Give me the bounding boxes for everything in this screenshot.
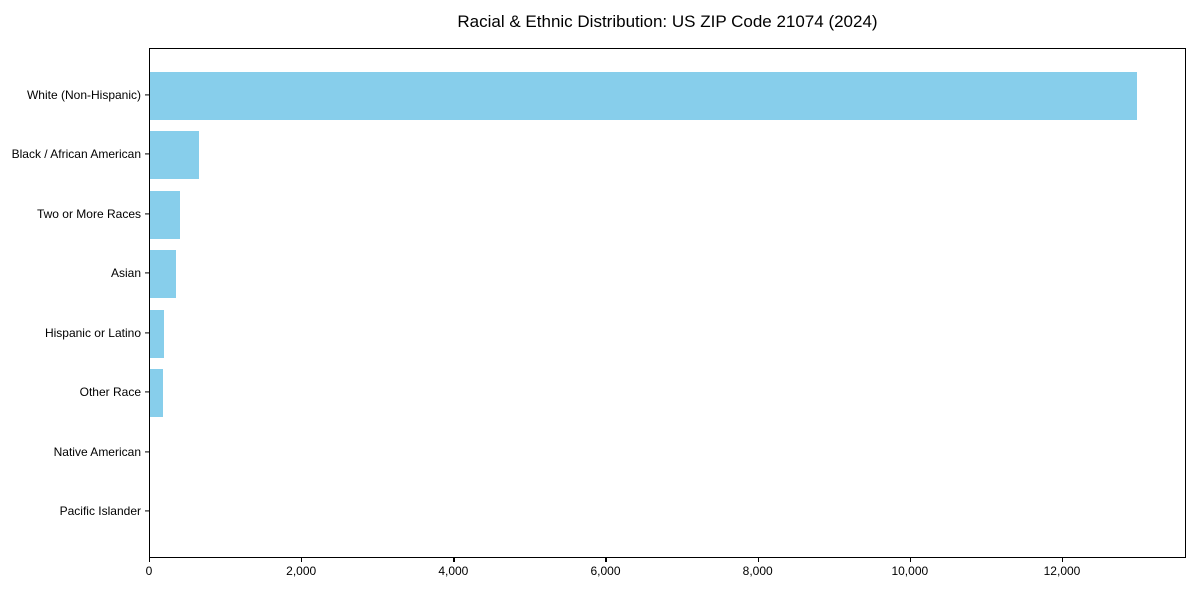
bar-row <box>150 309 1187 358</box>
y-tick-mark <box>145 94 149 96</box>
y-tick-mark <box>145 332 149 334</box>
y-tick-label: Asian <box>110 266 141 281</box>
x-tick-mark <box>149 558 151 562</box>
bar-asian <box>150 250 176 299</box>
bar-row <box>150 250 1187 299</box>
y-tick-mark <box>145 451 149 453</box>
x-tick-mark <box>1061 558 1064 562</box>
y-tick-label: Native American <box>53 444 141 459</box>
x-tick-mark <box>453 558 455 562</box>
bar-black-african-american <box>150 131 200 180</box>
x-tick-mark <box>909 558 911 562</box>
bar-row <box>150 488 1187 536</box>
x-tick-mark <box>605 558 607 562</box>
bar-row <box>150 131 1187 180</box>
y-tick-mark <box>145 153 149 155</box>
y-tick-mark <box>145 272 149 274</box>
y-tick-mark <box>145 391 149 393</box>
x-tick-label: 2,000 <box>286 564 317 578</box>
y-tick-label: Hispanic or Latino <box>44 325 141 340</box>
y-tick-label: Pacific Islander <box>59 504 141 519</box>
bar-hispanic-or-latino <box>150 309 165 358</box>
chart-title: Racial & Ethnic Distribution: US ZIP Cod… <box>457 12 878 31</box>
bar-white-non-hispanic <box>150 71 1138 120</box>
x-tick-label: 12,000 <box>1043 564 1081 578</box>
y-tick-label: Black / African American <box>11 147 141 162</box>
x-tick-mark <box>301 558 303 562</box>
y-tick-label: Other Race <box>79 385 141 400</box>
y-tick-label: Two or More Races <box>36 206 141 221</box>
plot-area <box>149 48 1186 558</box>
bar-row <box>150 71 1187 120</box>
bar-row <box>150 429 1187 477</box>
bar-other-race <box>150 369 164 418</box>
x-tick-label: 10,000 <box>891 564 929 578</box>
bar-row <box>150 190 1187 239</box>
x-tick-label: 0 <box>145 564 153 578</box>
bar-row <box>150 369 1187 418</box>
x-tick-mark <box>757 558 759 562</box>
bar-two-or-more-races <box>150 190 181 239</box>
x-tick-label: 4,000 <box>438 564 469 578</box>
x-tick-label: 8,000 <box>742 564 773 578</box>
y-tick-mark <box>145 213 149 215</box>
y-tick-label: White (Non-Hispanic) <box>26 87 141 102</box>
y-tick-mark <box>145 510 149 512</box>
x-tick-label: 6,000 <box>590 564 621 578</box>
